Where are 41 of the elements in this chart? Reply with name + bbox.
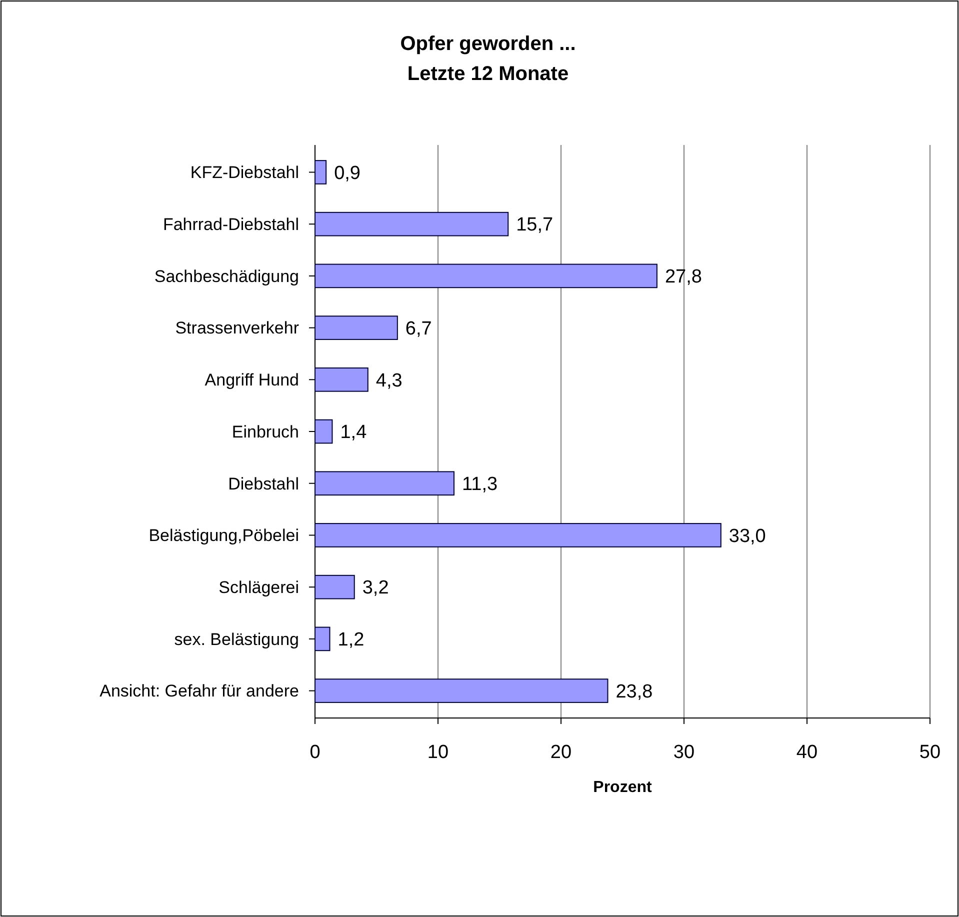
bar [314,626,330,652]
x-tick-label: 0 [310,742,320,763]
y-tick-label: Schlägerei [218,578,299,598]
data-label: 23,8 [616,681,653,702]
y-tick-label: Einbruch [232,422,299,442]
y-tick-label: Belästigung,Pöbelei [148,526,299,546]
data-label: 27,8 [664,266,702,288]
y-tick-label: Angriff Hund [204,370,299,390]
data-label: 11,3 [462,474,498,496]
x-tick-label: 30 [673,742,695,763]
bar [314,367,368,392]
bar [314,419,333,444]
x-tick-label: 50 [919,742,941,763]
y-tick-label: Ansicht: Gefahr für andere [100,682,299,701]
x-axis-title: Prozent [593,779,653,796]
bar [314,523,722,548]
bar [314,316,398,340]
data-label: 15,7 [516,214,554,236]
bar [314,574,355,600]
data-label: 1,4 [340,422,368,444]
y-tick-label: Diebstahl [228,474,299,494]
x-tick-label: 40 [796,742,818,763]
y-tick-label: sex. Belästigung [174,630,299,649]
y-tick-label: KFZ-Diebstahl [190,163,299,182]
bar [314,212,509,236]
data-label: 4,3 [376,370,402,392]
bar [314,678,608,703]
bar [314,160,327,184]
data-label: 3,2 [362,578,389,599]
data-label: 6,7 [405,318,432,340]
bar [314,471,454,496]
data-label: 1,2 [338,630,364,651]
y-tick-label: Fahrrad-Diebstahl [162,215,299,234]
bar [314,264,658,288]
x-tick-label: 20 [550,742,572,763]
data-label: 33,0 [728,526,766,547]
x-tick-label: 10 [427,742,449,763]
y-tick-label: Strassenverkehr [175,318,300,338]
chart-title: Opfer geworden ... Letzte 12 Monate [400,33,576,85]
y-tick-label: Sachbeschädigung [154,266,299,286]
data-label: 0,9 [334,162,360,184]
